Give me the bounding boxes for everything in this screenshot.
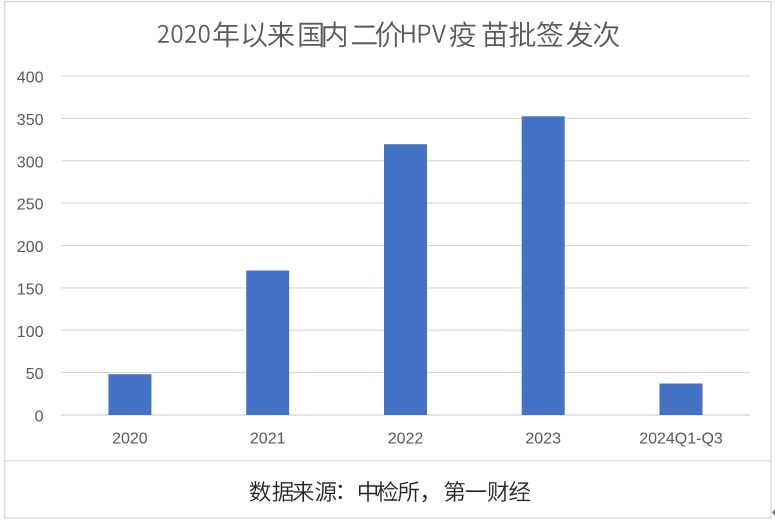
svg-text:0: 0 xyxy=(35,409,44,426)
svg-text:350: 350 xyxy=(17,112,44,129)
svg-text:100: 100 xyxy=(17,324,44,341)
svg-text:200: 200 xyxy=(17,239,44,256)
svg-text:400: 400 xyxy=(17,70,44,87)
svg-text:2023: 2023 xyxy=(525,431,561,448)
svg-text:2022: 2022 xyxy=(388,431,424,448)
svg-text:2020: 2020 xyxy=(112,431,148,448)
svg-text:250: 250 xyxy=(17,197,44,214)
svg-text:2021: 2021 xyxy=(250,431,286,448)
svg-text:2024Q1-Q3: 2024Q1-Q3 xyxy=(639,431,723,448)
svg-text:150: 150 xyxy=(17,282,44,299)
svg-text:50: 50 xyxy=(26,366,44,383)
svg-text:300: 300 xyxy=(17,154,44,171)
